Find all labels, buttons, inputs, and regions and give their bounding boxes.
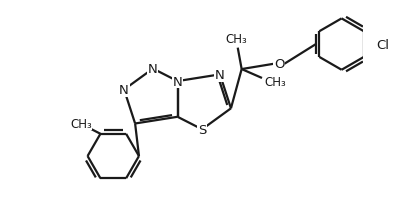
- Text: S: S: [198, 123, 206, 136]
- Text: N: N: [119, 84, 129, 97]
- Text: CH₃: CH₃: [226, 33, 247, 46]
- Text: CH₃: CH₃: [70, 117, 92, 130]
- Text: N: N: [148, 63, 158, 76]
- Text: N: N: [173, 75, 182, 88]
- Text: N: N: [215, 69, 225, 82]
- Text: O: O: [274, 58, 284, 71]
- Text: Cl: Cl: [376, 38, 389, 51]
- Text: CH₃: CH₃: [264, 76, 286, 89]
